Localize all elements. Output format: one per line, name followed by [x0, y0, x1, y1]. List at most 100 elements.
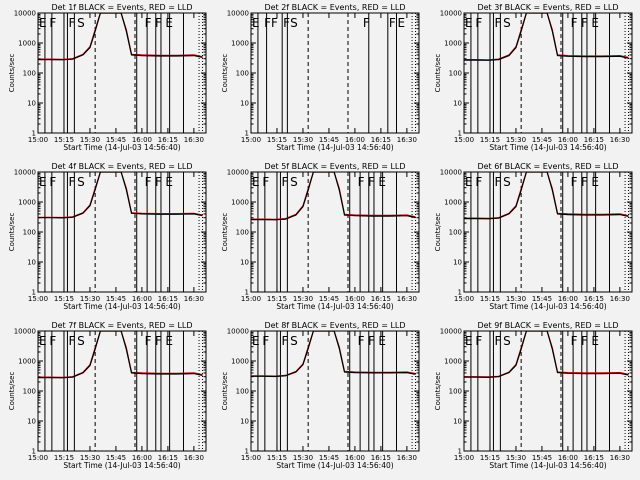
y-tick-label: 100 — [236, 70, 249, 78]
marker-annotation: F — [49, 175, 56, 189]
marker-annotation: F — [271, 16, 278, 30]
x-tick-label: 15:45 — [106, 136, 126, 144]
marker-annotation: F — [475, 175, 482, 189]
y-tick-label: 1000 — [18, 40, 36, 48]
y-tick-label: 100 — [236, 229, 249, 237]
x-tick-label: 15:00 — [28, 295, 48, 303]
panel-title: Det 2f BLACK = Events, RED = LLD — [264, 3, 405, 12]
marker-annotation: F — [262, 175, 269, 189]
x-tick-label: 15:30 — [293, 136, 313, 144]
plot-frame — [463, 171, 633, 293]
marker-annotation: F — [475, 16, 482, 30]
x-tick-label: 15:45 — [319, 454, 339, 462]
x-tick-label: 15:45 — [319, 295, 339, 303]
x-tick-label: 16:00 — [132, 454, 152, 462]
y-tick-label: 1000 — [231, 358, 249, 366]
y-tick-label: 10000 — [440, 328, 462, 336]
marker-annotation: F — [581, 334, 588, 348]
panel-4: Det 4f BLACK = Events, RED = LLD 1 10 100 10… — [8, 162, 207, 311]
marker-annotation: F — [49, 334, 56, 348]
y-tick-label: 10 — [240, 418, 249, 426]
marker-annotation: F — [49, 16, 56, 30]
x-axis-label: Start Time (14-Jul-03 14:56:40) — [276, 143, 393, 152]
x-tick-label: 16:00 — [132, 295, 152, 303]
y-tick-label: 10000 — [14, 10, 36, 18]
marker-annotation: E — [39, 334, 47, 348]
series-line-lld — [38, 172, 203, 219]
panel-title: Det 3f BLACK = Events, RED = LLD — [477, 3, 618, 12]
marker-annotation: E — [39, 16, 47, 30]
panel-5: Det 5f BLACK = Events, RED = LLD 1 10 100 10… — [221, 162, 420, 311]
y-axis-label: Counts/sec — [434, 213, 442, 252]
series-line-lld — [38, 13, 203, 61]
marker-annotation: S — [290, 334, 298, 348]
series-line-events — [464, 331, 629, 379]
x-axis-label: Start Time (14-Jul-03 14:56:40) — [63, 302, 180, 311]
x-tick-label: 15:00 — [28, 454, 48, 462]
x-tick-label: 15:30 — [293, 454, 313, 462]
marker-annotation: F — [68, 175, 75, 189]
marker-annotation: E — [465, 175, 473, 189]
series-line-events — [464, 172, 629, 220]
marker-annotation: F — [155, 175, 162, 189]
marker-annotation: F — [581, 16, 588, 30]
marker-annotation: E — [378, 334, 386, 348]
x-axis-label: Start Time (14-Jul-03 14:56:40) — [276, 302, 393, 311]
x-tick-label: 15:30 — [506, 454, 526, 462]
series-line-lld — [464, 331, 629, 378]
x-tick-label: 16:15 — [371, 295, 391, 303]
y-tick-label: 1000 — [18, 199, 36, 207]
marker-annotation: S — [503, 175, 511, 189]
series-line-lld — [38, 331, 203, 379]
series-line-events — [38, 331, 203, 379]
panel-title: Det 5f BLACK = Events, RED = LLD — [264, 162, 405, 171]
plot-frame — [250, 171, 420, 293]
marker-annotation: F — [281, 175, 288, 189]
marker-annotation: F — [281, 334, 288, 348]
x-tick-label: 15:00 — [454, 295, 474, 303]
x-tick-label: 16:00 — [345, 295, 365, 303]
panel-title: Det 7f BLACK = Events, RED = LLD — [51, 321, 192, 330]
y-tick-label: 10 — [240, 259, 249, 267]
marker-annotation: S — [77, 16, 85, 30]
y-tick-label: 10000 — [227, 169, 249, 177]
marker-annotation: S — [290, 175, 298, 189]
x-tick-label: 16:00 — [558, 295, 578, 303]
y-tick-label: 1000 — [231, 199, 249, 207]
x-tick-label: 15:00 — [454, 136, 474, 144]
x-tick-label: 16:30 — [184, 295, 204, 303]
marker-annotation: E — [252, 334, 260, 348]
y-tick-label: 1000 — [18, 358, 36, 366]
x-tick-label: 16:15 — [158, 454, 178, 462]
marker-annotation: F — [283, 16, 290, 30]
marker-annotation: F — [571, 334, 578, 348]
y-axis-label: Counts/sec — [8, 372, 16, 411]
marker-annotation: F — [68, 16, 75, 30]
x-tick-label: 15:00 — [241, 454, 261, 462]
x-tick-label: 15:45 — [532, 136, 552, 144]
x-tick-label: 16:30 — [610, 454, 630, 462]
x-tick-label: 16:15 — [584, 454, 604, 462]
marker-annotation: S — [503, 334, 511, 348]
panel-3: Det 3f BLACK = Events, RED = LLD 1 10 100 10… — [434, 3, 633, 152]
marker-annotation: E — [165, 175, 173, 189]
y-axis-label: Counts/sec — [8, 54, 16, 93]
x-tick-label: 15:15 — [480, 454, 500, 462]
panel-title: Det 9f BLACK = Events, RED = LLD — [477, 321, 618, 330]
panel-2: Det 2f BLACK = Events, RED = LLD 1 10 100 10… — [221, 3, 420, 152]
y-axis-label: Counts/sec — [434, 54, 442, 93]
marker-annotation: F — [571, 16, 578, 30]
x-tick-label: 16:30 — [397, 136, 417, 144]
x-tick-label: 15:00 — [241, 136, 261, 144]
y-tick-label: 100 — [449, 388, 462, 396]
x-axis-label: Start Time (14-Jul-03 14:56:40) — [276, 461, 393, 470]
y-tick-label: 100 — [449, 229, 462, 237]
marker-annotation: E — [39, 175, 47, 189]
panel-8: Det 8f BLACK = Events, RED = LLD 1 10 100 10… — [221, 321, 420, 470]
series-line-events — [464, 13, 629, 61]
marker-annotation: S — [77, 175, 85, 189]
